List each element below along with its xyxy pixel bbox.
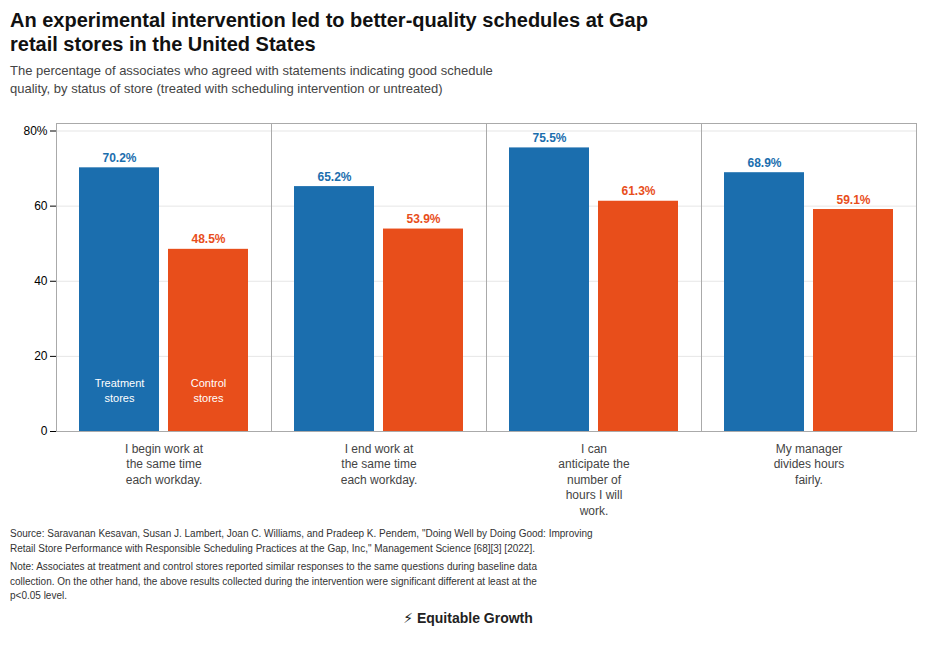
svg-text:I begin work atthe same timeea: I begin work atthe same timeeach workday… <box>125 442 204 487</box>
svg-text:68.9%: 68.9% <box>747 156 781 170</box>
svg-text:0: 0 <box>41 424 48 438</box>
svg-text:My managerdivides hoursfairly.: My managerdivides hoursfairly. <box>774 442 845 487</box>
svg-text:48.5%: 48.5% <box>191 232 225 246</box>
svg-text:70.2%: 70.2% <box>102 151 136 165</box>
svg-text:20: 20 <box>34 349 48 363</box>
svg-text:Controlstores: Controlstores <box>191 377 226 403</box>
svg-text:75.5%: 75.5% <box>532 131 566 145</box>
svg-text:I cananticipate thenumber ofho: I cananticipate thenumber ofhours I will… <box>558 442 630 518</box>
html-text:⚡ Equitable Growth: ⚡ Equitable Growth <box>403 609 533 626</box>
html-text:Note: Associates at treatment: Note: Associates at treatment and contro… <box>10 561 537 602</box>
html-text:An experimental intervention l: An experimental intervention led to bett… <box>10 9 648 55</box>
svg-text:60: 60 <box>34 199 48 213</box>
svg-text:I end work atthe same timeeach: I end work atthe same timeeach workday. <box>341 442 417 487</box>
svg-text:80%: 80% <box>23 124 47 138</box>
html-text:Source: Saravanan Kesavan, Sus: Source: Saravanan Kesavan, Susan J. Lamb… <box>10 528 593 554</box>
svg-text:65.2%: 65.2% <box>317 170 351 184</box>
svg-text:53.9%: 53.9% <box>406 212 440 226</box>
svg-text:59.1%: 59.1% <box>836 193 870 207</box>
html-text:The percentage of associates w: The percentage of associates who agreed … <box>10 63 493 96</box>
svg-text:40: 40 <box>34 274 48 288</box>
svg-text:61.3%: 61.3% <box>621 184 655 198</box>
svg-text:Treatmentstores: Treatmentstores <box>95 377 145 403</box>
